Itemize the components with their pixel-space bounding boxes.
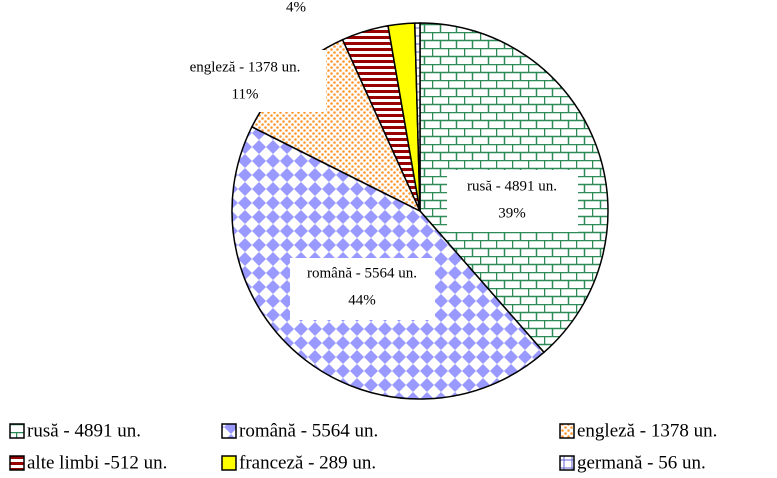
legend-label: rusă - 4891 un. <box>27 420 141 441</box>
legend-swatch <box>559 455 575 471</box>
legend-label: română - 5564 un. <box>239 420 378 441</box>
data-label-percent: 39% <box>498 205 526 221</box>
legend-swatch <box>559 423 575 439</box>
data-label: engleză - 1378 un. <box>190 59 301 75</box>
data-label: rusă - 4891 un. <box>467 178 557 194</box>
data-label-box <box>447 170 578 232</box>
data-label-percent: 4% <box>286 0 306 15</box>
legend-swatch <box>221 423 237 439</box>
legend-label: alte limbi -512 un. <box>27 452 167 473</box>
data-label-percent: 11% <box>232 86 259 102</box>
legend-swatch <box>9 423 25 439</box>
legend-label: germană - 56 un. <box>577 452 706 473</box>
data-label-percent: 44% <box>348 292 376 308</box>
pie-slice <box>414 22 421 212</box>
legend-label: engleză - 1378 un. <box>577 420 717 441</box>
data-label-box <box>160 50 326 112</box>
data-label: română - 5564 un. <box>307 265 417 281</box>
data-label-box <box>290 258 435 320</box>
legend-swatch <box>9 455 25 471</box>
legend-label: franceză - 289 un. <box>239 452 376 473</box>
legend-swatch <box>221 455 237 471</box>
